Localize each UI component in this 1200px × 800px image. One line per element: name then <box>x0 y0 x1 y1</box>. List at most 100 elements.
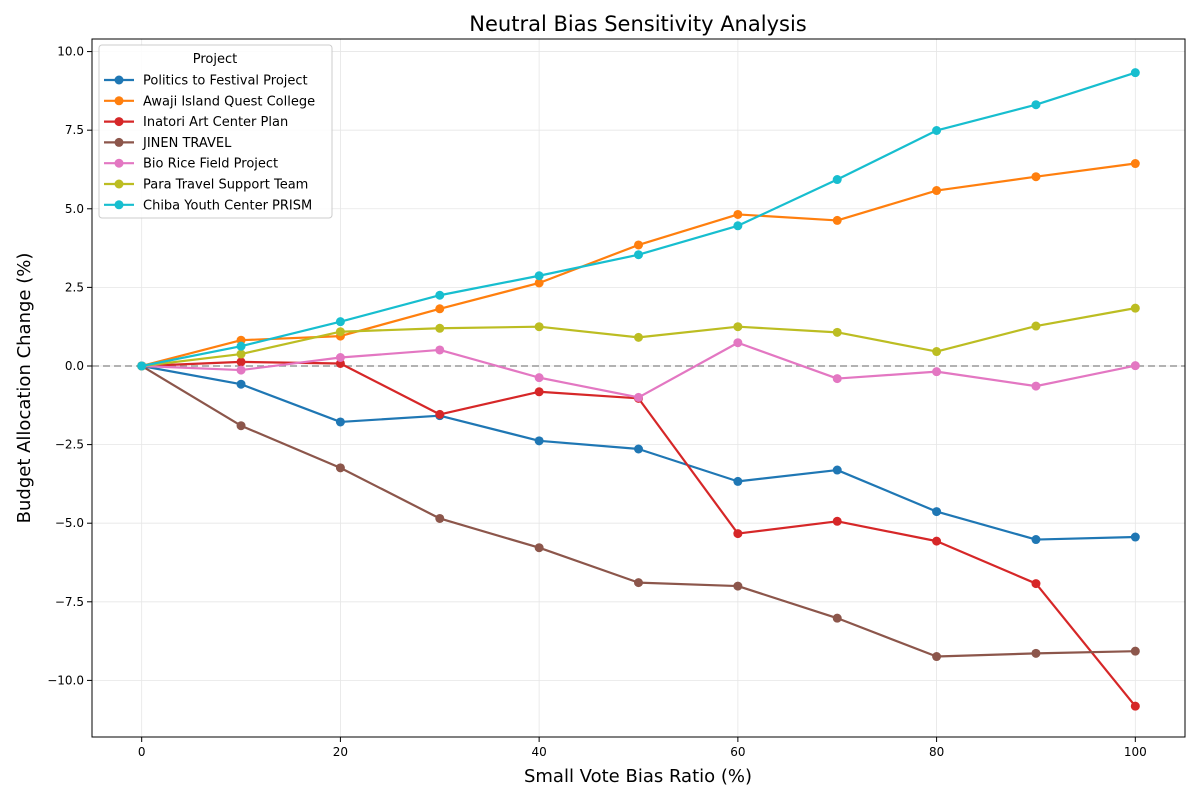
data-point <box>534 373 544 383</box>
data-point <box>1130 646 1140 656</box>
y-tick-label: −5.0 <box>55 516 84 530</box>
chart-title: Neutral Bias Sensitivity Analysis <box>469 12 806 36</box>
x-axis-title: Small Vote Bias Ratio (%) <box>524 766 752 787</box>
x-tick-label: 60 <box>730 745 745 759</box>
data-point <box>634 444 643 454</box>
data-point <box>236 357 246 367</box>
legend-label: JINEN TRAVEL <box>142 136 232 151</box>
data-point <box>435 323 445 333</box>
data-point <box>1031 321 1041 331</box>
y-tick-label: 10.0 <box>57 45 84 59</box>
data-point <box>733 581 743 591</box>
data-point <box>634 392 643 402</box>
data-point <box>932 536 942 546</box>
data-point <box>733 529 743 539</box>
legend-entries: Politics to Festival Project Awaji Island… <box>104 74 315 213</box>
legend-marker <box>114 96 124 106</box>
data-point <box>236 341 246 351</box>
data-point <box>1130 303 1140 313</box>
data-point <box>335 353 345 363</box>
data-point <box>832 374 842 384</box>
y-tick-label: −7.5 <box>55 595 84 609</box>
data-point <box>932 652 942 662</box>
legend-label: Awaji Island Quest College <box>143 94 315 109</box>
data-point <box>733 322 743 332</box>
data-point <box>1031 172 1041 182</box>
data-point <box>832 465 842 475</box>
legend-entry: Inatori Art Center Plan <box>104 115 288 130</box>
legend-entry: Chiba Youth Center PRISM <box>104 198 312 213</box>
data-point <box>634 578 643 588</box>
data-point <box>236 349 246 359</box>
data-point <box>932 507 942 517</box>
data-point <box>1031 648 1041 658</box>
data-point <box>733 476 743 486</box>
x-tick-label: 40 <box>531 745 546 759</box>
data-point <box>335 463 345 473</box>
data-point <box>932 347 942 357</box>
data-point <box>435 290 445 300</box>
y-tick-label: 2.5 <box>65 280 84 294</box>
legend-label: Politics to Festival Project <box>143 74 308 89</box>
data-point <box>335 317 345 327</box>
series-line <box>141 341 1136 399</box>
data-point <box>435 513 445 523</box>
data-point <box>534 278 544 288</box>
legend-entry: Para Travel Support Team <box>104 178 308 193</box>
legend-marker <box>114 137 124 147</box>
legend: Project Politics to Festival Project Awaj… <box>98 44 333 219</box>
data-point <box>534 436 544 446</box>
data-point <box>1130 701 1140 711</box>
data-point <box>733 221 743 231</box>
series-2 <box>137 357 1140 711</box>
data-point <box>335 417 345 427</box>
y-tick-label: 0.0 <box>65 359 84 373</box>
data-point <box>932 125 942 135</box>
data-point <box>1130 532 1140 542</box>
data-point <box>435 345 445 355</box>
series-4 <box>137 338 1140 402</box>
series-3 <box>137 361 1140 662</box>
series-layer <box>137 68 1140 711</box>
legend-marker <box>114 158 124 168</box>
legend-marker <box>114 179 124 189</box>
x-tick-label: 0 <box>138 745 146 759</box>
legend-label: Bio Rice Field Project <box>143 157 278 172</box>
data-point <box>534 387 544 397</box>
data-point <box>534 543 544 553</box>
data-point <box>435 304 445 314</box>
legend-label: Chiba Youth Center PRISM <box>143 198 312 213</box>
tick-layer: 0 20 40 60 80 100 −10.0 −7.5 −5.0 −2.5 0.0 2.5 5.0 7.… <box>47 45 1147 759</box>
x-tick-label: 100 <box>1124 745 1147 759</box>
data-point <box>1031 535 1041 545</box>
series-6 <box>137 68 1140 371</box>
data-point <box>832 327 842 337</box>
legend-marker <box>114 75 124 85</box>
data-point <box>335 327 345 337</box>
plot-frame <box>91 38 1186 738</box>
data-point <box>932 367 942 377</box>
legend-entry: JINEN TRAVEL <box>104 136 232 151</box>
data-point <box>236 379 246 389</box>
data-point <box>1130 361 1140 371</box>
y-tick-label: 5.0 <box>65 202 84 216</box>
series-0 <box>137 361 1140 545</box>
data-point <box>932 186 942 196</box>
y-tick-label: −10.0 <box>47 673 84 687</box>
data-point <box>733 209 743 219</box>
y-axis-title: Budget Allocation Change (%) <box>14 253 35 524</box>
data-point <box>832 613 842 623</box>
legend-label: Para Travel Support Team <box>143 178 308 193</box>
legend-entry: Bio Rice Field Project <box>104 157 278 172</box>
data-point <box>1130 68 1140 78</box>
data-point <box>634 332 643 342</box>
legend-box <box>98 44 333 219</box>
series-line <box>141 365 1136 658</box>
data-point <box>534 271 544 281</box>
data-point <box>435 409 445 419</box>
data-point <box>236 421 246 431</box>
y-tick-label: 7.5 <box>65 123 84 137</box>
legend-entry: Awaji Island Quest College <box>104 94 315 109</box>
legend-marker <box>114 117 124 127</box>
